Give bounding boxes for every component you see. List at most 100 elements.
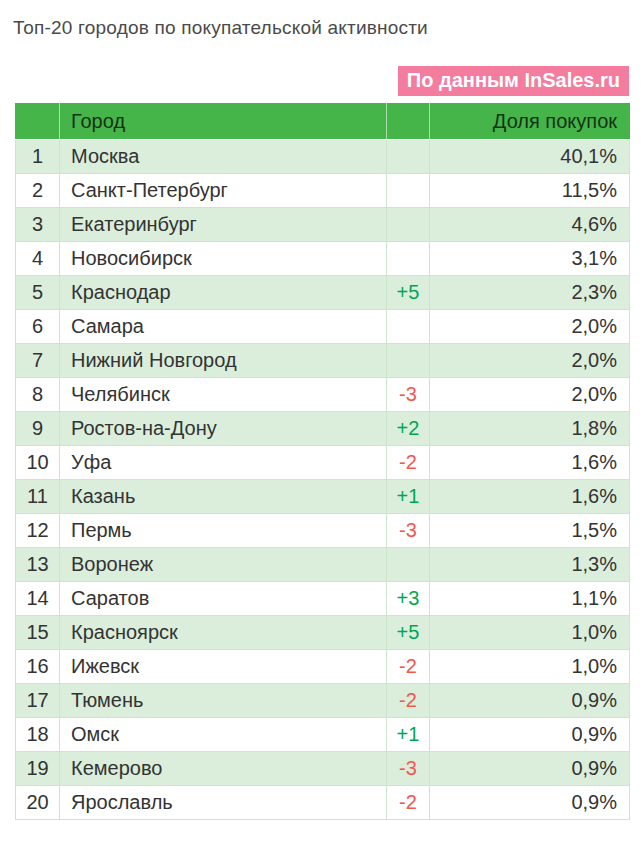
change-cell: -3 [387,378,430,412]
change-cell: -2 [387,786,430,820]
city-cell: Омск [60,718,387,752]
rank-cell: 4 [16,242,60,276]
change-cell: -2 [387,446,430,480]
badge-row: По данным InSales.ru [15,66,629,96]
change-cell: +1 [387,718,430,752]
change-cell: -2 [387,650,430,684]
rank-cell: 10 [16,446,60,480]
cities-rank-table: Город Доля покупок 1Москва40,1%2Санкт-Пе… [15,103,630,820]
change-cell [387,310,430,344]
rank-cell: 9 [16,412,60,446]
header-rank-cell [16,104,60,140]
rank-cell: 8 [16,378,60,412]
city-cell: Нижний Новгород [60,344,387,378]
table-row: 18Омск+10,9% [16,718,630,752]
change-cell: -3 [387,514,430,548]
table-row: 3Екатеринбург 4,6% [16,208,630,242]
city-cell: Уфа [60,446,387,480]
share-cell: 1,6% [430,480,630,514]
change-cell: +3 [387,582,430,616]
rank-cell: 20 [16,786,60,820]
share-cell: 11,5% [430,174,630,208]
city-cell: Москва [60,140,387,174]
share-cell: 1,0% [430,650,630,684]
change-cell: +2 [387,412,430,446]
share-cell: 3,1% [430,242,630,276]
city-cell: Ростов-на-Дону [60,412,387,446]
table-row: 19Кемерово-30,9% [16,752,630,786]
table-header-row: Город Доля покупок [16,104,630,140]
change-cell: +5 [387,276,430,310]
table-row: 10Уфа-21,6% [16,446,630,480]
share-cell: 1,3% [430,548,630,582]
change-cell [387,548,430,582]
table-row: 14Саратов+31,1% [16,582,630,616]
city-cell: Тюмень [60,684,387,718]
share-cell: 1,1% [430,582,630,616]
rank-cell: 6 [16,310,60,344]
table-row: 4Новосибирск 3,1% [16,242,630,276]
share-cell: 2,0% [430,310,630,344]
change-cell: +5 [387,616,430,650]
table-row: 7Нижний Новгород 2,0% [16,344,630,378]
page: Топ-20 городов по покупательской активно… [0,0,644,820]
share-cell: 2,0% [430,378,630,412]
rank-cell: 7 [16,344,60,378]
city-cell: Казань [60,480,387,514]
city-cell: Саратов [60,582,387,616]
rank-cell: 16 [16,650,60,684]
change-cell: +1 [387,480,430,514]
rank-cell: 18 [16,718,60,752]
city-cell: Краснодар [60,276,387,310]
rank-cell: 1 [16,140,60,174]
rank-cell: 13 [16,548,60,582]
source-badge: По данным InSales.ru [398,66,629,96]
share-cell: 0,9% [430,684,630,718]
share-cell: 4,6% [430,208,630,242]
table-row: 9Ростов-на-Дону+21,8% [16,412,630,446]
city-cell: Самара [60,310,387,344]
rank-cell: 5 [16,276,60,310]
change-cell [387,344,430,378]
change-cell [387,174,430,208]
table-row: 17Тюмень-20,9% [16,684,630,718]
rank-cell: 17 [16,684,60,718]
share-cell: 2,0% [430,344,630,378]
city-cell: Санкт-Петербург [60,174,387,208]
share-cell: 1,0% [430,616,630,650]
change-cell: -3 [387,752,430,786]
rank-cell: 11 [16,480,60,514]
rank-cell: 14 [16,582,60,616]
header-change-cell [387,104,430,140]
table-row: 12Пермь-31,5% [16,514,630,548]
rank-cell: 3 [16,208,60,242]
header-city-cell: Город [60,104,387,140]
table-row: 5Краснодар+52,3% [16,276,630,310]
share-cell: 0,9% [430,718,630,752]
change-cell [387,140,430,174]
table-row: 16Ижевск-21,0% [16,650,630,684]
table-body: 1Москва40,1%2Санкт-Петербург11,5%3Екатер… [16,140,630,820]
change-cell: -2 [387,684,430,718]
city-cell: Новосибирск [60,242,387,276]
table-row: 2Санкт-Петербург 11,5% [16,174,630,208]
change-cell [387,208,430,242]
header-share-cell: Доля покупок [430,104,630,140]
city-cell: Воронеж [60,548,387,582]
table-header: Город Доля покупок [16,104,630,140]
share-cell: 1,5% [430,514,630,548]
table-row: 8Челябинск-32,0% [16,378,630,412]
city-cell: Кемерово [60,752,387,786]
rank-cell: 12 [16,514,60,548]
share-cell: 1,6% [430,446,630,480]
table-row: 6Самара 2,0% [16,310,630,344]
city-cell: Екатеринбург [60,208,387,242]
rank-cell: 15 [16,616,60,650]
change-cell [387,242,430,276]
share-cell: 0,9% [430,786,630,820]
city-cell: Ярославль [60,786,387,820]
table-row: 1Москва40,1% [16,140,630,174]
city-cell: Челябинск [60,378,387,412]
rank-cell: 19 [16,752,60,786]
rank-cell: 2 [16,174,60,208]
